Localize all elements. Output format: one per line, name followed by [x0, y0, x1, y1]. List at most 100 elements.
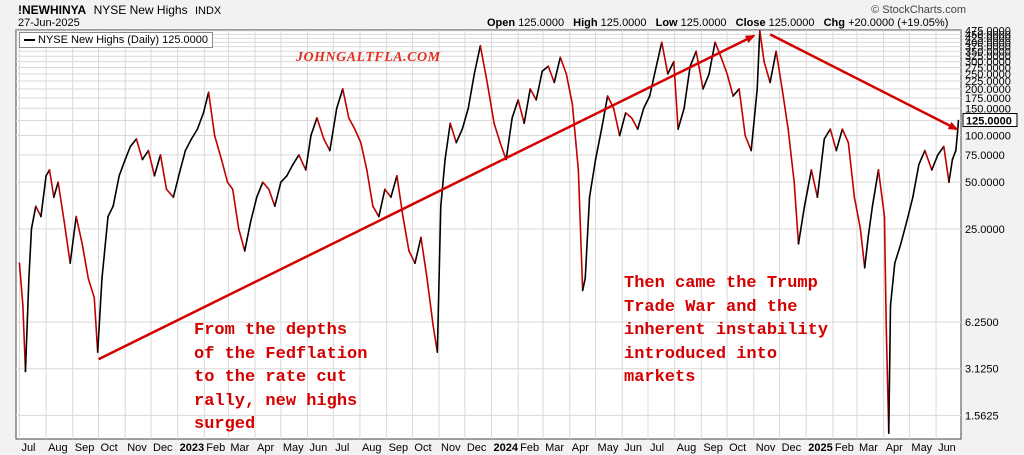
series-segment [107, 205, 114, 218]
series-segment [769, 50, 777, 84]
series-segment [594, 128, 603, 161]
trend-arrow [769, 33, 959, 131]
series-segment [612, 107, 621, 137]
series-segment [853, 196, 862, 230]
series-segment [473, 44, 482, 75]
series-segment [877, 169, 886, 218]
series-segment [889, 262, 896, 307]
series-segment [618, 112, 627, 137]
series-segment [486, 81, 495, 125]
series-segment [673, 60, 679, 130]
series-segment [124, 145, 132, 161]
chg-value: +20.0000 (+19.05%) [848, 17, 949, 29]
series-segment [153, 154, 162, 177]
series-segment [763, 60, 771, 84]
legend-swatch [24, 39, 35, 42]
series-segment [172, 169, 182, 199]
series-segment [141, 149, 150, 161]
arrow-group [97, 33, 959, 361]
x-tick-label: Jun [309, 442, 327, 454]
series-segment [196, 112, 205, 130]
series-segment [455, 128, 464, 144]
series-segment [756, 29, 761, 90]
series-segment [511, 99, 519, 119]
y-tick-label: 450.0000 [965, 29, 1011, 41]
y-tick-label: 75.0000 [965, 150, 1005, 162]
series-segment [249, 196, 258, 223]
series-segment [758, 29, 765, 63]
annotation-right-line: markets [624, 368, 696, 387]
series-segment [22, 304, 27, 373]
series-segment [517, 99, 525, 125]
series-segment [360, 141, 368, 171]
series-segment [101, 215, 109, 280]
series-segment [402, 215, 410, 252]
chart-date: 27-Jun-2025 [18, 17, 80, 29]
series-segment [479, 44, 489, 84]
series-segment [366, 169, 374, 207]
series-segment [129, 138, 138, 148]
series-segment [118, 158, 127, 177]
high-label: High [573, 17, 598, 29]
series-segment [165, 188, 175, 199]
series-segment [255, 181, 264, 199]
close-label: Close [735, 17, 766, 29]
x-tick-label: Aug [362, 442, 382, 454]
series-segment [943, 145, 950, 183]
x-tick-label: Nov [756, 442, 776, 454]
series-segment [439, 158, 446, 207]
series-segment [96, 277, 103, 353]
series-segment [323, 138, 331, 152]
chart-symbol-line: !NEWHINYA NYSE New Highs INDX [18, 3, 221, 17]
y-tick-label: 3.1250 [965, 364, 999, 376]
annotation-left-line: of the Fedflation [194, 344, 368, 364]
series-segment [720, 56, 728, 75]
trend-arrow [97, 34, 756, 361]
series-segment [810, 169, 819, 199]
x-tick-label: Sep [75, 442, 95, 454]
x-tick-labels: Jul Aug Sep Oct Nov Dec 2023 Feb Mar Apr May Jun Jul… [21, 442, 955, 454]
series-segment [112, 174, 120, 207]
series-segment [436, 205, 442, 353]
series-segment [829, 128, 838, 152]
series-segment [268, 188, 276, 207]
x-tick-label: 2023 [180, 442, 204, 454]
x-tick-label: Mar [230, 442, 249, 454]
series-segment [893, 243, 902, 264]
series-segment [53, 181, 59, 199]
series-segment [859, 228, 866, 269]
y-tick-label: 225.0000 [965, 76, 1011, 88]
series-segment [207, 91, 216, 137]
series-segment [384, 188, 392, 199]
series-segment [493, 122, 501, 144]
y-tick-label: 425.0000 [965, 33, 1011, 45]
y-tick-label: 100.0000 [965, 131, 1011, 143]
series-segment [420, 236, 428, 280]
series-segment [702, 73, 710, 90]
series-segment [304, 134, 312, 171]
series-segment [750, 88, 759, 152]
series-segment [924, 149, 933, 171]
series-segment [803, 169, 813, 207]
series-segment [231, 188, 240, 230]
ohlc-line: Open 125.0000 High 125.0000 Low 125.0000… [487, 17, 948, 29]
series-segment [708, 41, 716, 75]
series-segment [955, 131, 959, 152]
y-tick-label: 475.0000 [965, 26, 1011, 38]
close-value: 125.0000 [768, 17, 815, 29]
series-segment [523, 88, 532, 125]
y-tick-label: 400.0000 [965, 37, 1011, 49]
x-tick-label: Jul [650, 442, 664, 454]
series-segment [329, 107, 338, 152]
series-segment [48, 169, 55, 199]
series-segment [660, 41, 669, 75]
series-segment [426, 277, 434, 326]
chart-name: NYSE New Highs [93, 3, 188, 17]
y-tick-label: 150.0000 [965, 103, 1011, 115]
x-tick-label: May [598, 442, 619, 454]
x-tick-label: Dec [153, 442, 173, 454]
x-tick-label: Mar [545, 442, 564, 454]
chg-label: Chg [823, 17, 845, 29]
y-tick-label: 325.0000 [965, 51, 1011, 63]
